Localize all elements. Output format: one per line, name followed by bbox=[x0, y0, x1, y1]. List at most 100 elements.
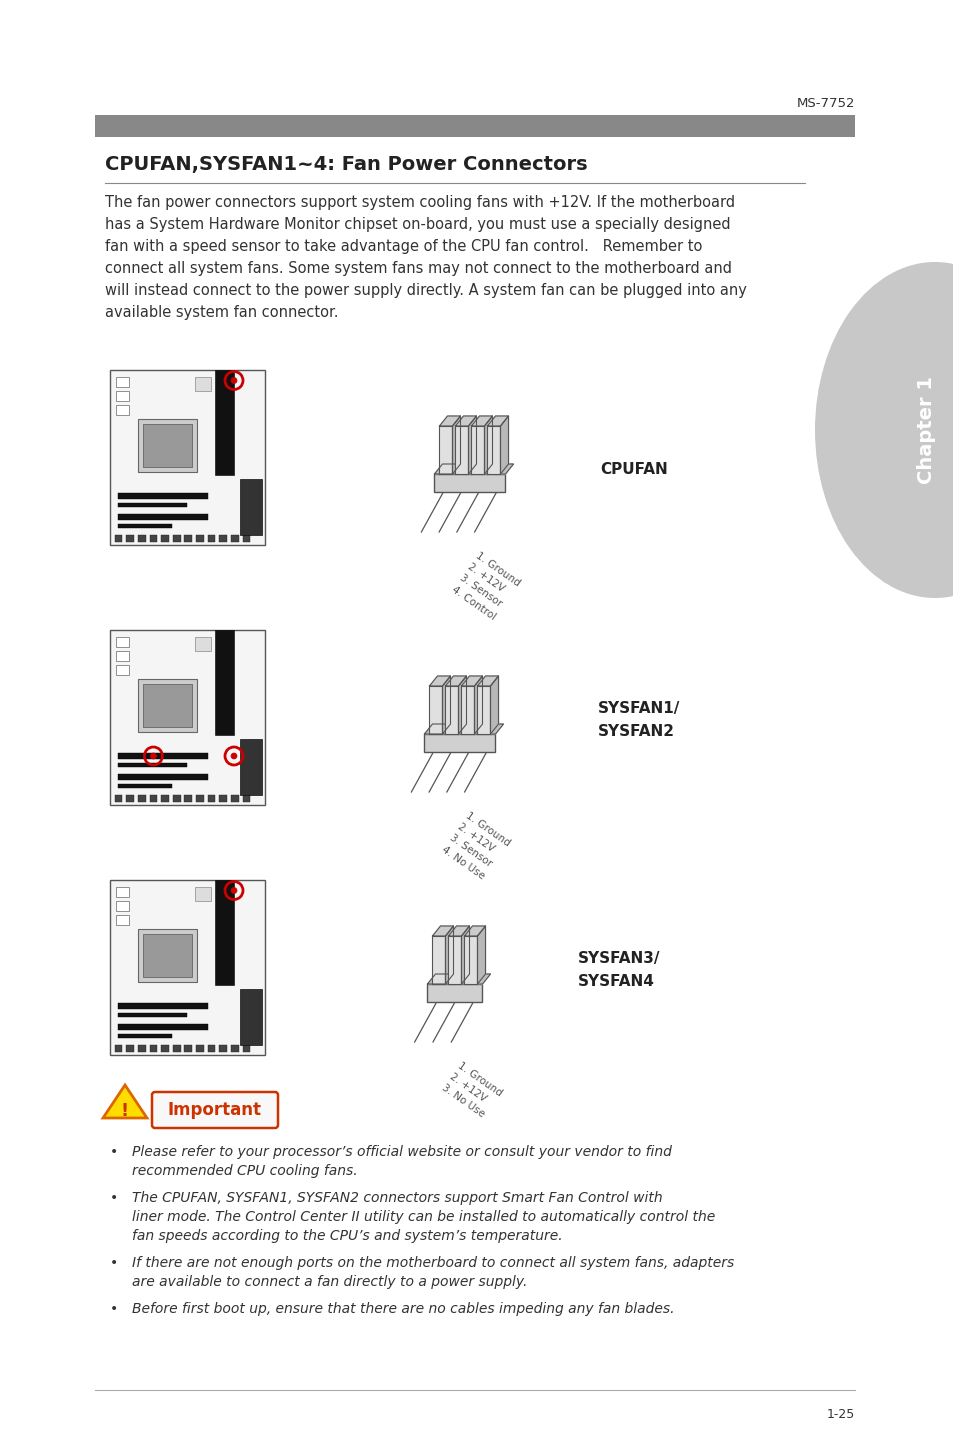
Bar bbox=[117, 773, 208, 779]
Text: 1-25: 1-25 bbox=[826, 1408, 854, 1421]
Polygon shape bbox=[477, 686, 490, 735]
Polygon shape bbox=[471, 425, 484, 474]
Polygon shape bbox=[439, 425, 452, 474]
Polygon shape bbox=[477, 927, 485, 984]
Text: SYSFAN3/
SYSFAN4: SYSFAN3/ SYSFAN4 bbox=[578, 951, 659, 988]
Text: Please refer to your processor’s official website or consult your vendor to find: Please refer to your processor’s officia… bbox=[132, 1146, 671, 1158]
Bar bbox=[116, 886, 129, 896]
Polygon shape bbox=[445, 927, 453, 984]
Bar bbox=[215, 881, 233, 985]
Bar bbox=[231, 534, 238, 541]
Bar bbox=[138, 795, 146, 802]
Bar bbox=[138, 1044, 146, 1051]
Bar bbox=[242, 534, 250, 541]
Bar bbox=[161, 795, 169, 802]
Bar bbox=[172, 534, 180, 541]
Bar bbox=[242, 795, 250, 802]
Polygon shape bbox=[432, 937, 445, 984]
Bar bbox=[195, 534, 204, 541]
Bar bbox=[240, 478, 262, 534]
Text: Chapter 1: Chapter 1 bbox=[917, 377, 936, 484]
Text: The fan power connectors support system cooling fans with +12V. If the motherboa: The fan power connectors support system … bbox=[105, 195, 735, 211]
Text: If there are not enough ports on the motherboard to connect all system fans, ada: If there are not enough ports on the mot… bbox=[132, 1256, 734, 1270]
Text: fan speeds according to the CPU’s and system’s temperature.: fan speeds according to the CPU’s and sy… bbox=[132, 1229, 562, 1243]
Bar bbox=[195, 1044, 204, 1051]
Text: Important: Important bbox=[168, 1101, 262, 1118]
Polygon shape bbox=[439, 417, 460, 425]
Polygon shape bbox=[487, 417, 508, 425]
Bar bbox=[240, 988, 262, 1044]
Bar bbox=[116, 377, 129, 387]
Bar bbox=[138, 420, 196, 473]
Polygon shape bbox=[464, 937, 477, 984]
Bar bbox=[184, 795, 192, 802]
Polygon shape bbox=[477, 676, 498, 686]
Bar bbox=[208, 795, 215, 802]
Bar bbox=[126, 1044, 133, 1051]
Ellipse shape bbox=[814, 262, 953, 599]
Text: •: • bbox=[110, 1191, 118, 1204]
Polygon shape bbox=[103, 1085, 147, 1118]
Polygon shape bbox=[461, 686, 474, 735]
Bar bbox=[116, 915, 129, 925]
Circle shape bbox=[151, 753, 156, 759]
Polygon shape bbox=[484, 417, 492, 474]
Bar bbox=[114, 534, 122, 541]
Bar bbox=[117, 1012, 188, 1017]
Text: •: • bbox=[110, 1302, 118, 1316]
Text: liner mode. The Control Center II utility can be installed to automatically cont: liner mode. The Control Center II utilit… bbox=[132, 1210, 715, 1224]
Bar bbox=[138, 679, 196, 732]
Text: !: ! bbox=[121, 1103, 129, 1120]
Bar bbox=[116, 664, 129, 674]
Bar bbox=[126, 534, 133, 541]
Bar bbox=[117, 1034, 172, 1038]
Polygon shape bbox=[445, 676, 466, 686]
Text: 1. Ground
2. +12V
3. Sensor
4. Control: 1. Ground 2. +12V 3. Sensor 4. Control bbox=[450, 550, 521, 623]
Polygon shape bbox=[490, 676, 498, 735]
Polygon shape bbox=[434, 464, 513, 474]
Text: •: • bbox=[110, 1256, 118, 1270]
Text: MS-7752: MS-7752 bbox=[796, 97, 854, 110]
Polygon shape bbox=[427, 974, 490, 984]
Bar bbox=[117, 503, 188, 507]
Polygon shape bbox=[448, 937, 461, 984]
Text: 1. Ground
2. +12V
3. No Use: 1. Ground 2. +12V 3. No Use bbox=[439, 1060, 503, 1121]
Bar bbox=[195, 637, 211, 652]
Circle shape bbox=[231, 753, 236, 759]
Bar bbox=[142, 934, 192, 977]
Bar bbox=[110, 369, 265, 546]
Bar bbox=[117, 524, 172, 528]
Bar bbox=[116, 405, 129, 415]
Polygon shape bbox=[468, 417, 476, 474]
Polygon shape bbox=[455, 417, 476, 425]
Text: fan with a speed sensor to take advantage of the CPU fan control.   Remember to: fan with a speed sensor to take advantag… bbox=[105, 239, 701, 253]
Bar bbox=[219, 1044, 227, 1051]
Bar bbox=[208, 534, 215, 541]
Text: CPUFAN: CPUFAN bbox=[599, 463, 667, 477]
Text: CPUFAN,SYSFAN1~4: Fan Power Connectors: CPUFAN,SYSFAN1~4: Fan Power Connectors bbox=[105, 155, 587, 175]
Polygon shape bbox=[429, 676, 450, 686]
Polygon shape bbox=[471, 417, 492, 425]
Bar bbox=[242, 1044, 250, 1051]
Text: connect all system fans. Some system fans may not connect to the motherboard and: connect all system fans. Some system fan… bbox=[105, 261, 731, 276]
Bar bbox=[117, 1024, 208, 1030]
Bar bbox=[116, 391, 129, 401]
Bar bbox=[117, 1002, 208, 1008]
Bar bbox=[195, 377, 211, 391]
Bar bbox=[110, 630, 265, 805]
Text: are available to connect a fan directly to a power supply.: are available to connect a fan directly … bbox=[132, 1274, 527, 1289]
Bar bbox=[219, 795, 227, 802]
Text: recommended CPU cooling fans.: recommended CPU cooling fans. bbox=[132, 1164, 357, 1179]
Bar bbox=[150, 1044, 157, 1051]
Polygon shape bbox=[429, 686, 442, 735]
Text: The CPUFAN, SYSFAN1, SYSFAN2 connectors support Smart Fan Control with: The CPUFAN, SYSFAN1, SYSFAN2 connectors … bbox=[132, 1191, 662, 1204]
Text: Before first boot up, ensure that there are no cables impeding any fan blades.: Before first boot up, ensure that there … bbox=[132, 1302, 674, 1316]
Bar bbox=[215, 369, 233, 475]
Polygon shape bbox=[461, 676, 482, 686]
Bar bbox=[150, 795, 157, 802]
Bar bbox=[142, 683, 192, 727]
Polygon shape bbox=[464, 927, 485, 937]
Text: •: • bbox=[110, 1146, 118, 1158]
Polygon shape bbox=[445, 686, 458, 735]
Circle shape bbox=[231, 378, 236, 384]
